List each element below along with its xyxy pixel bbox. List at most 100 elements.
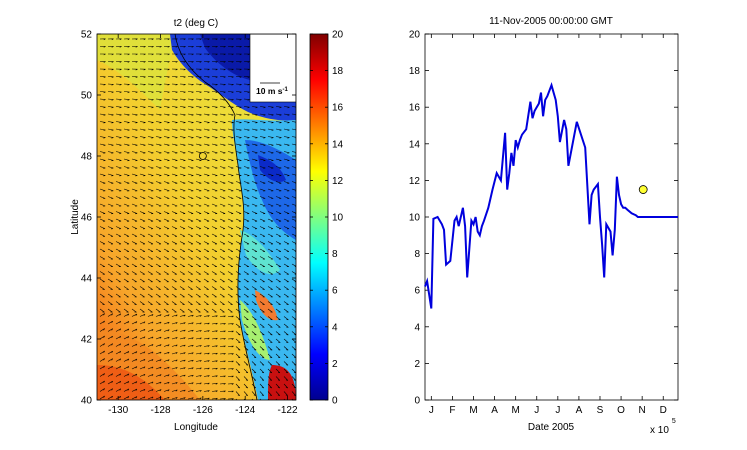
- wind-arrow-head: [159, 99, 162, 101]
- wind-arrow-head: [119, 152, 122, 154]
- wind-arrow-head: [175, 84, 178, 86]
- wind-arrow: [235, 248, 242, 252]
- wind-arrow: [195, 121, 202, 123]
- wind-arrow: [163, 389, 170, 392]
- wind-arrow-head: [167, 359, 170, 362]
- wind-arrow-head: [111, 335, 113, 338]
- wind-arrow: [195, 345, 202, 347]
- wind-arrow: [219, 233, 226, 237]
- wind-arrow-head: [191, 137, 194, 139]
- cool-sea-zone: [97, 34, 175, 110]
- wind-arrow: [203, 98, 210, 100]
- wind-arrow: [155, 166, 162, 169]
- wind-arrow: [243, 301, 249, 305]
- wind-arrow: [107, 248, 114, 252]
- wind-arrow-head: [263, 114, 266, 116]
- wind-arrow: [163, 106, 170, 108]
- wind-arrow-head: [135, 351, 138, 354]
- wind-arrow-head: [269, 379, 272, 381]
- wind-arrow: [235, 323, 241, 328]
- wind-arrow-head: [151, 68, 154, 71]
- wind-arrow: [259, 166, 266, 169]
- wind-arrow-head: [159, 53, 162, 56]
- wind-arrow-head: [167, 122, 170, 124]
- wind-arrow-head: [135, 46, 138, 48]
- wind-arrow: [107, 263, 113, 267]
- wind-arrow: [291, 361, 296, 366]
- wind-arrow-head: [143, 76, 146, 78]
- wind-arrow-head: [103, 152, 106, 154]
- wind-arrow-head: [279, 122, 282, 124]
- wind-arrow-head: [143, 321, 146, 324]
- wind-arrow-head: [261, 372, 265, 374]
- wind-arrow: [155, 91, 162, 93]
- wind-arrow: [211, 390, 218, 392]
- wind-arrow-head: [191, 144, 194, 147]
- wind-arrow: [235, 346, 241, 351]
- wind-arrow-head: [191, 359, 194, 362]
- wind-arrow: [155, 106, 162, 108]
- wind-arrow-head: [167, 99, 170, 101]
- wind-arrow: [131, 301, 137, 305]
- wind-arrow: [187, 151, 194, 154]
- wind-arrow: [227, 256, 233, 260]
- wind-arrow: [187, 286, 193, 290]
- wind-arrow: [195, 337, 202, 340]
- wind-arrow: [283, 323, 289, 328]
- wind-arrow: [267, 323, 273, 328]
- wind-arrow-head: [159, 84, 162, 86]
- wind-arrow: [131, 381, 138, 385]
- wind-arrow-head: [143, 38, 146, 41]
- wind-arrow: [139, 388, 146, 392]
- wind-arrow: [179, 218, 186, 222]
- wind-arrow-head: [246, 402, 248, 403]
- wind-arrow: [123, 301, 129, 305]
- wind-arrow-head: [271, 152, 274, 154]
- wind-arrow-head: [111, 38, 114, 41]
- wind-arrow-head: [167, 129, 170, 131]
- wind-arrow: [211, 136, 218, 138]
- wind-arrow-head: [103, 313, 105, 316]
- wind-arrow: [115, 278, 121, 283]
- wind-arrow: [267, 158, 274, 161]
- line-x-tick-label: J: [534, 405, 539, 416]
- wind-arrow-head: [215, 91, 218, 94]
- wind-arrow: [147, 166, 154, 169]
- wind-arrow-head: [119, 313, 122, 316]
- wind-arrow: [155, 359, 162, 362]
- wind-arrow: [115, 166, 122, 169]
- wind-arrow-head: [151, 396, 154, 399]
- map-x-ticks: -130 -128 -126 -124 -122: [108, 34, 298, 416]
- wind-arrow-head: [279, 106, 282, 109]
- wind-arrow-head: [183, 389, 186, 392]
- wind-arrow: [115, 151, 122, 154]
- wind-arrow-head: [231, 360, 234, 363]
- wind-arrow-head: [215, 345, 218, 348]
- wind-arrow-head: [111, 137, 114, 139]
- wind-arrow: [275, 391, 280, 396]
- wind-arrow: [107, 313, 113, 317]
- wind-arrow-head: [175, 38, 178, 41]
- wind-arrow-head: [183, 337, 186, 340]
- wind-arrow-head: [143, 106, 146, 109]
- wind-arrow: [187, 173, 194, 176]
- wind-arrow: [235, 128, 242, 131]
- wind-arrow: [171, 374, 178, 377]
- wind-arrow: [243, 188, 250, 192]
- wind-arrow: [235, 158, 242, 161]
- wind-arrow-head: [285, 364, 289, 366]
- wind-arrow: [115, 188, 122, 192]
- wind-arrow-head: [111, 373, 113, 376]
- wind-arrow-head: [207, 53, 210, 56]
- wind-arrow: [163, 366, 170, 370]
- wind-arrow-head: [135, 91, 138, 94]
- wind-arrow: [235, 241, 242, 245]
- wind-arrow: [123, 336, 129, 340]
- wind-arrow-head: [159, 106, 162, 109]
- wind-arrow: [195, 166, 202, 169]
- wind-arrow: [187, 166, 194, 169]
- wind-arrow: [179, 278, 185, 283]
- wind-arrow: [283, 173, 290, 176]
- wind-arrow: [163, 351, 170, 355]
- wind-arrow: [139, 366, 146, 370]
